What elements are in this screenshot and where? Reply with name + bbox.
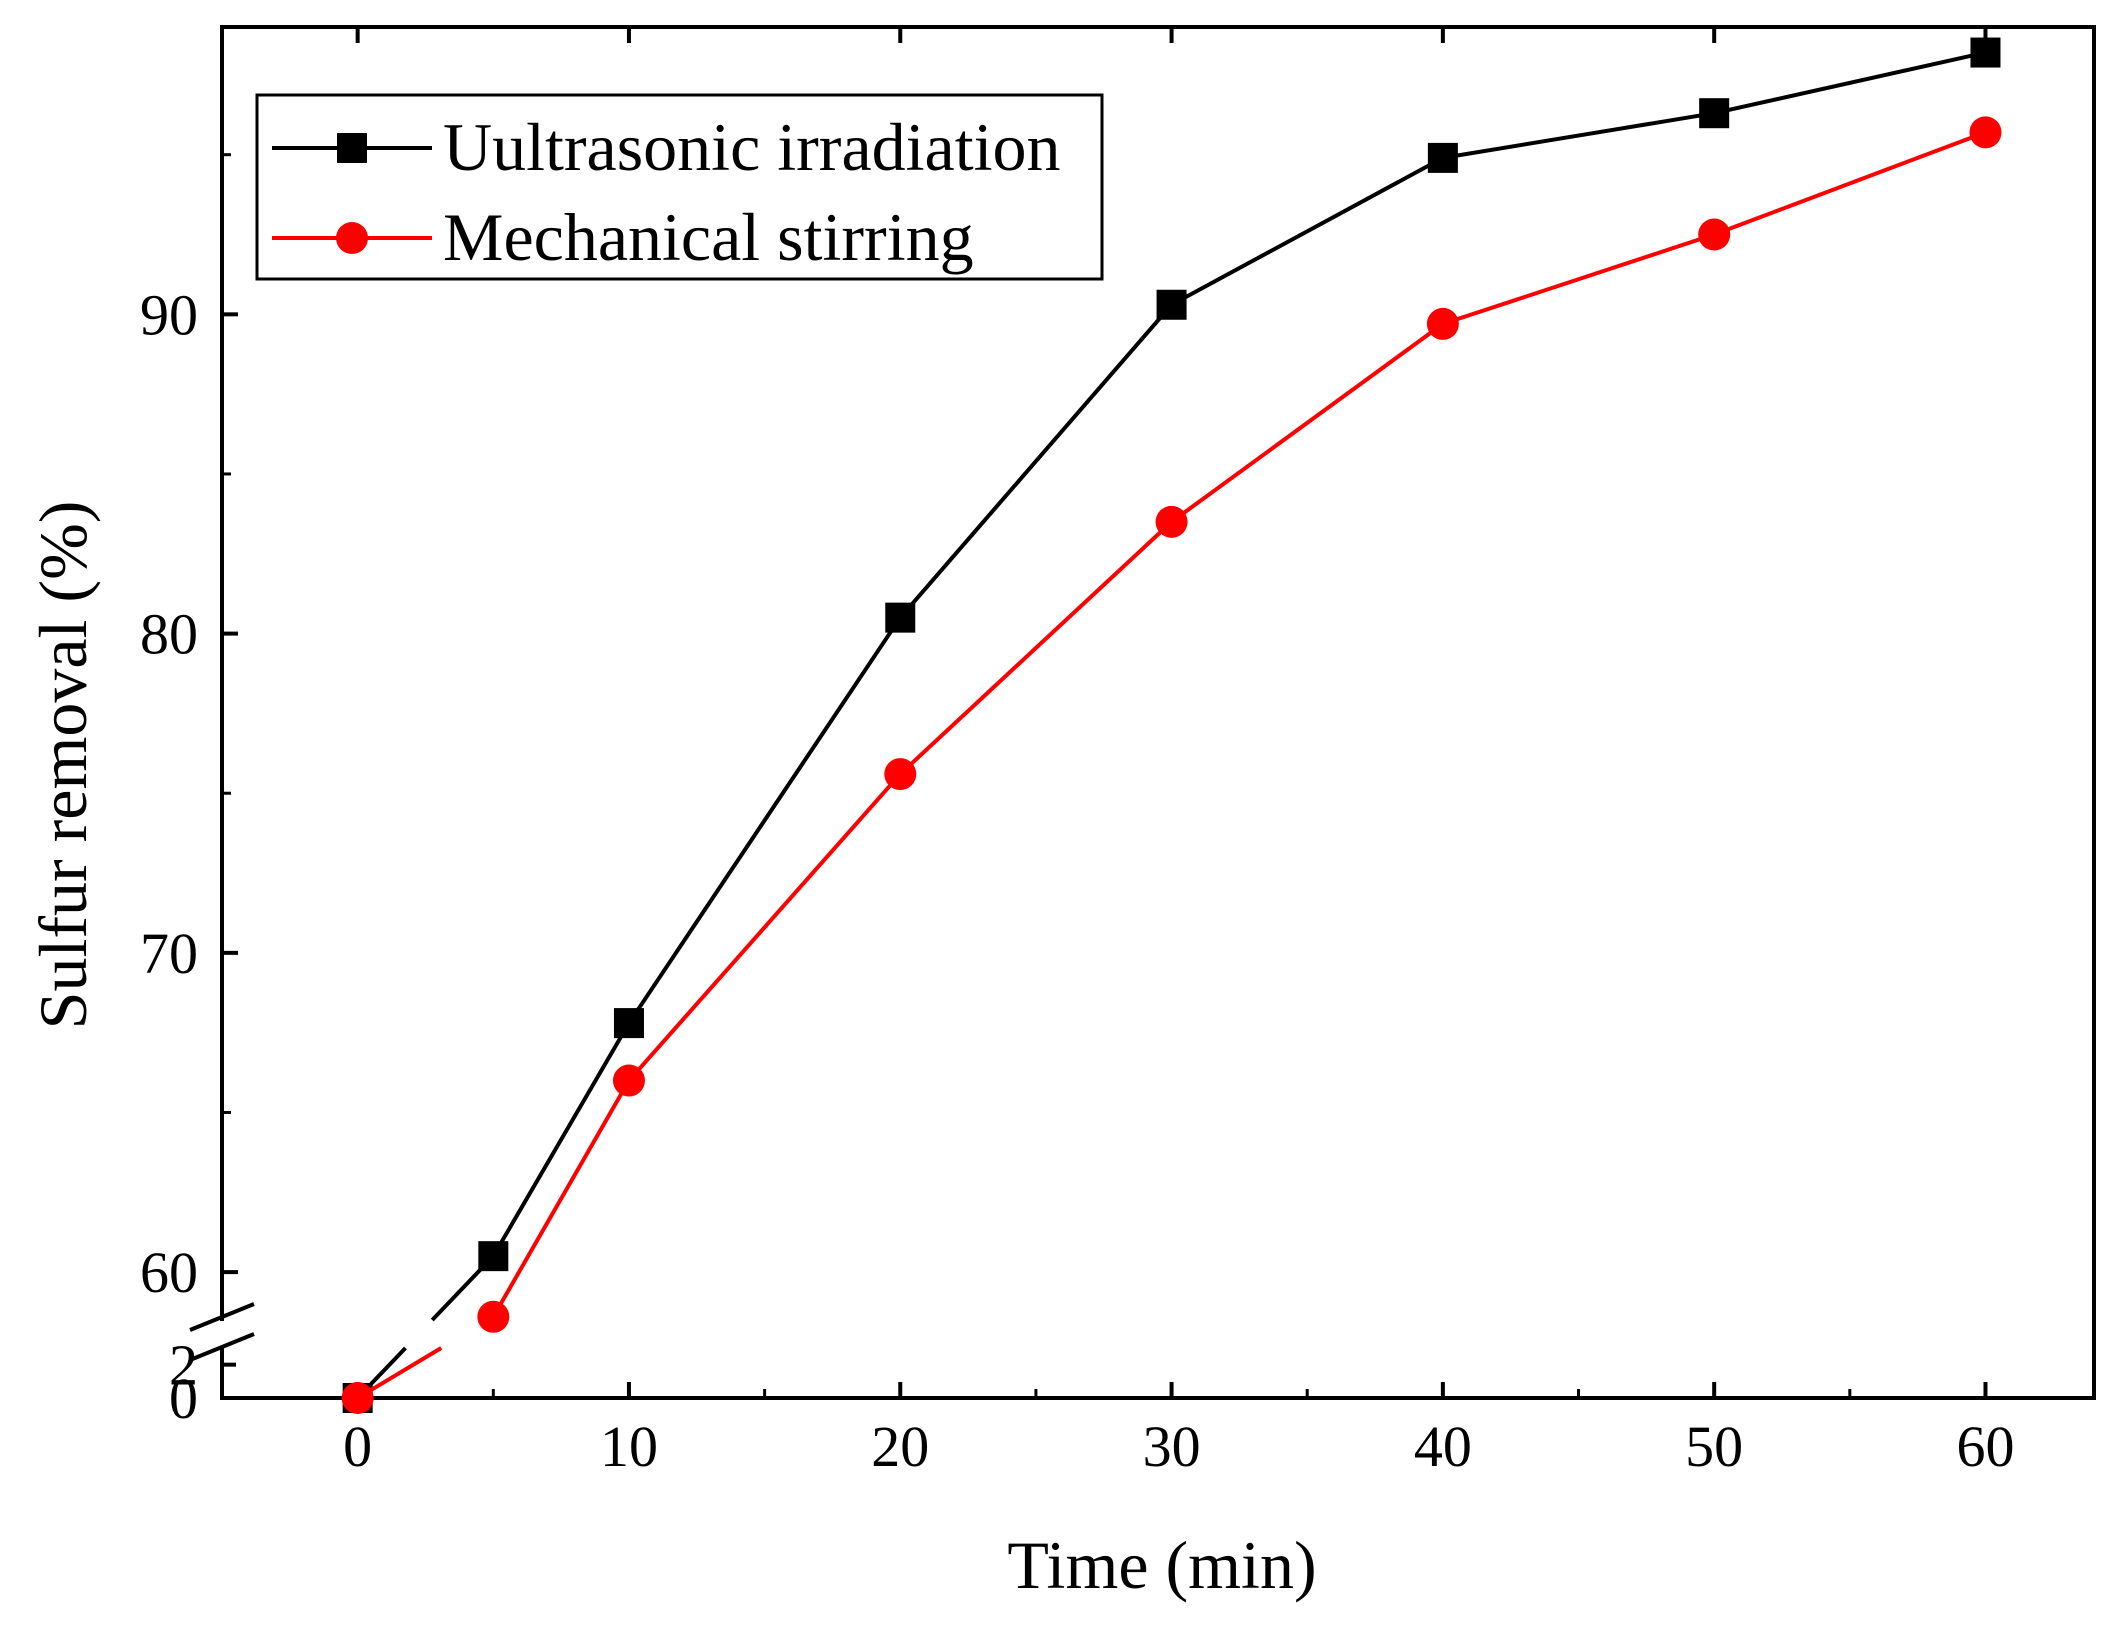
legend-marker-ultrasonic (337, 133, 367, 163)
axis-break (189, 1302, 255, 1362)
x-tick-label-0: 0 (343, 1414, 372, 1479)
series-0-segment-3 (898, 303, 1174, 619)
y-tick-label-lower-0: 0 (169, 1366, 198, 1431)
x-tick-label-60: 60 (1956, 1414, 2014, 1479)
series-1-point-30 (1155, 505, 1188, 538)
series-1-segment-4 (1170, 322, 1445, 524)
y-tick-label-70: 70 (140, 921, 198, 986)
legend: Uultrasonic irradiation Mechanical stirr… (255, 93, 1104, 281)
x-tick-label-40: 40 (1414, 1414, 1472, 1479)
series-0-segment-5 (1442, 111, 1715, 160)
y-tick-label-60: 60 (140, 1240, 198, 1305)
series-0-point-40 (1427, 142, 1458, 173)
y-axis-title: Sulfur removal (%) (25, 501, 101, 1030)
series-1-point-50 (1698, 218, 1731, 251)
y-tick-label-90: 90 (140, 282, 198, 347)
series-1-point-60 (1969, 116, 2002, 149)
series-0-point-20 (885, 602, 916, 633)
series-1-point-10 (612, 1064, 645, 1097)
legend-box (255, 93, 1104, 281)
series-1-segment-3 (898, 520, 1173, 776)
series-0-segment-2 (627, 616, 902, 1025)
x-tick-label-10: 10 (600, 1414, 658, 1479)
x-tick-label-50: 50 (1685, 1414, 1743, 1479)
series-1 (341, 116, 2002, 1414)
series-0-point-60 (1970, 37, 2001, 68)
series-1-point-40 (1426, 307, 1459, 340)
series-0-point-30 (1156, 289, 1187, 320)
series-1-point-20 (884, 758, 917, 791)
series-0-point-5 (478, 1241, 509, 1272)
series-1-segment-2 (627, 772, 902, 1082)
y-tick-label-lower-2: 2 (169, 1333, 198, 1398)
legend-label-mechanical: Mechanical stirring (443, 199, 974, 275)
x-tick-label-20: 20 (871, 1414, 929, 1479)
series-0-segment-1 (491, 1022, 631, 1258)
series-1-segment-1 (491, 1079, 631, 1318)
y-tick-label-80: 80 (140, 602, 198, 667)
series-1-point-5 (477, 1300, 510, 1333)
series-0-segment-6 (1713, 50, 1986, 116)
axis-break-mark-lower (189, 1332, 255, 1362)
plot-frame (220, 25, 2096, 1400)
series-0-point-50 (1699, 98, 1730, 129)
series-0-segment-4 (1170, 156, 1444, 307)
series-1-point-0 (341, 1382, 374, 1414)
series-0-point-10 (613, 1008, 644, 1039)
series-1-segment-5 (1442, 232, 1715, 326)
x-tick-label-30: 30 (1143, 1414, 1201, 1479)
series-layer (341, 37, 2002, 1414)
series-1-segment-6 (1713, 130, 1987, 237)
x-axis-title: Time (min) (1007, 1527, 1316, 1603)
legend-label-ultrasonic: Uultrasonic irradiation (443, 109, 1060, 185)
legend-marker-mechanical (336, 222, 368, 254)
series-1-segment-0 (356, 1346, 443, 1400)
axis-break-mark-upper (189, 1302, 255, 1332)
